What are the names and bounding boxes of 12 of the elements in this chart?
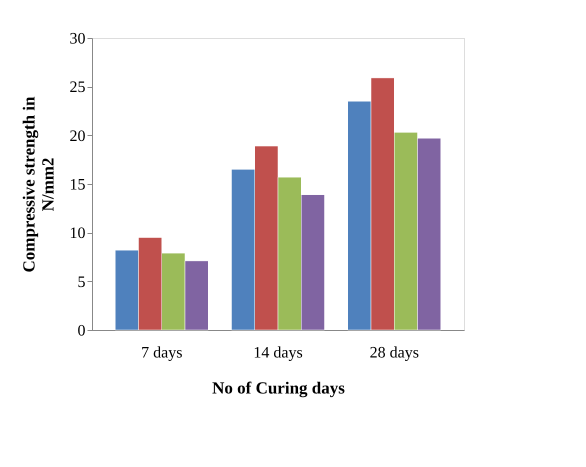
x-tick-label: 7 days <box>141 344 182 362</box>
x-axis-title: No of Curing days <box>212 378 346 398</box>
y-tick-label: 15 <box>70 176 86 194</box>
y-tick-label: 30 <box>70 30 86 48</box>
y-tick-label: 20 <box>70 128 86 145</box>
y-tick-label: 5 <box>78 274 86 291</box>
x-tick-label: 28 days <box>370 344 419 362</box>
y-tick-label: 10 <box>70 225 86 242</box>
y-tick-label: 25 <box>70 79 86 96</box>
x-tick-label: 14 days <box>253 344 303 362</box>
y-tick-label: 0 <box>78 322 86 340</box>
y-axis-title: Compressive strength in N/mm2 <box>20 96 58 272</box>
